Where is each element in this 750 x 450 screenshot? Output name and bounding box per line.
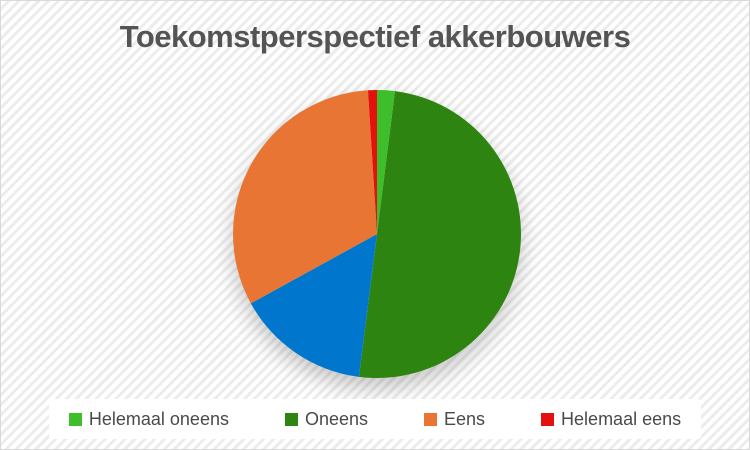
legend-swatch-icon [68, 412, 82, 426]
legend-swatch-icon [424, 412, 438, 426]
chart-title: Toekomstperspectief akkerbouwers [119, 19, 631, 54]
pie-chart [233, 90, 521, 378]
legend-label: Helemaal eens [561, 408, 682, 429]
legend-label: Eens [444, 408, 486, 429]
pie-slice-helemaal-eens [367, 90, 377, 234]
legend-item-helemaal-oneens: Helemaal oneens [68, 408, 229, 430]
legend-swatch-icon [284, 412, 298, 426]
pie-chart-svg [233, 90, 521, 378]
legend-item-eens: Eens [424, 409, 485, 430]
pie-slice-helemaal-oneens [377, 90, 396, 234]
legend-item-helemaal-eens: Helemaal eens [541, 409, 681, 430]
pie-slice-eens [233, 90, 377, 304]
legend: Helemaal oneens Oneens Eens Helemaal eens [49, 399, 701, 439]
legend-swatch-icon [541, 412, 555, 426]
pie-slice-oneens [358, 91, 521, 378]
legend-label: Oneens [304, 408, 369, 429]
legend-item-oneens: Oneens [284, 408, 369, 430]
pie-slice-unlabeled [250, 234, 377, 377]
legend-label: Helemaal oneens [88, 408, 229, 429]
